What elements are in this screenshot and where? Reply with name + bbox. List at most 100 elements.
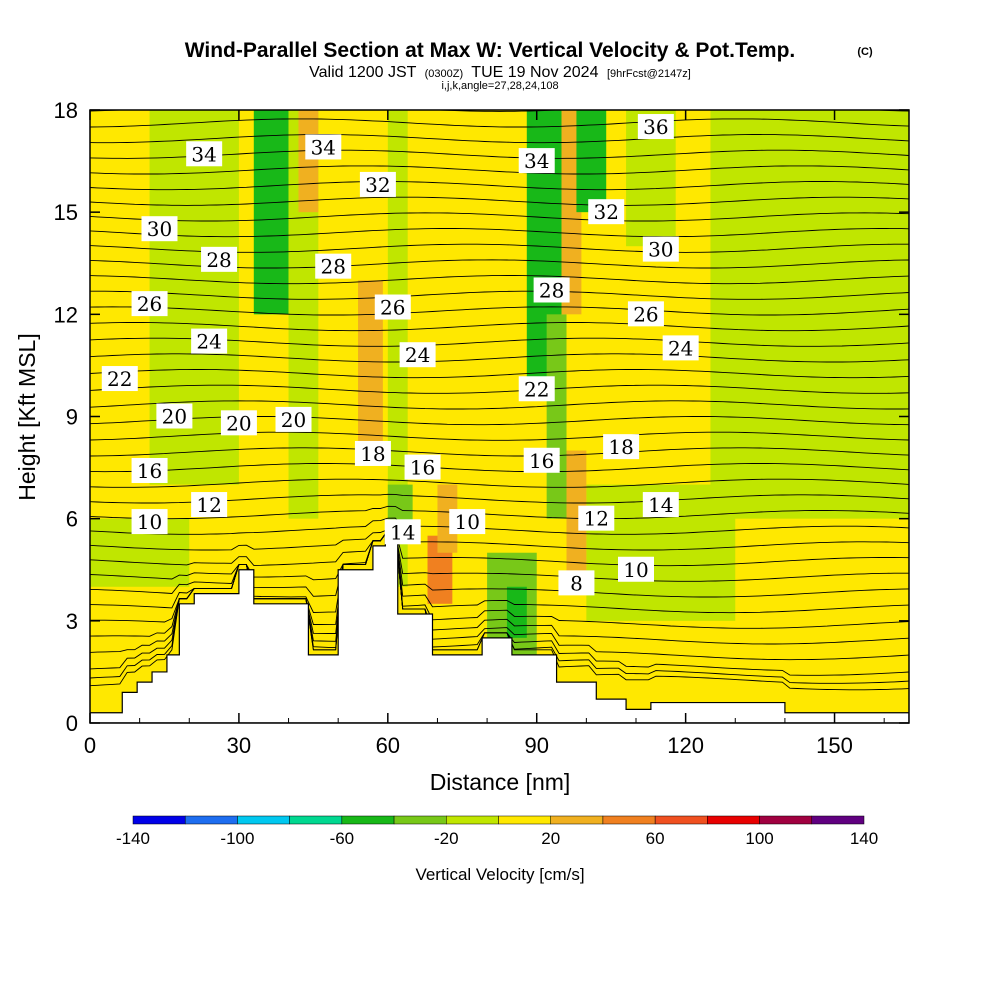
isentrope-label: 12 (578, 505, 615, 531)
colorbar-bin (237, 815, 290, 825)
isentrope-line (90, 165, 909, 175)
isentrope-label: 22 (101, 366, 138, 392)
y-tick-label: 6 (66, 507, 78, 532)
x-axis-title: Distance [nm] (430, 769, 571, 795)
isentrope-label-text: 18 (608, 435, 633, 459)
isentrope-line (90, 118, 909, 128)
y-tick-label: 18 (54, 98, 78, 123)
isentrope-line (90, 505, 909, 520)
isentrope-line (90, 322, 909, 332)
isentrope-label-box (533, 277, 570, 303)
isentrope-label-box (518, 376, 555, 402)
isentrope-label: 22 (518, 376, 555, 402)
isentrope-line (90, 196, 909, 206)
y-axis-title: Height [Kft MSL] (14, 333, 40, 500)
velocity-zone (576, 110, 607, 213)
velocity-zone (298, 110, 319, 213)
isentrope-label-text: 30 (147, 217, 172, 241)
isentrope-label: 14 (642, 492, 679, 518)
isentrope-label: 32 (359, 171, 396, 197)
chart-title: Wind-Parallel Section at Max W: Vertical… (185, 39, 796, 62)
isentrope-label-box (305, 134, 342, 160)
isentrope-label: 20 (220, 410, 257, 436)
isentrope-line (90, 530, 909, 614)
x-tick-label: 120 (667, 733, 704, 758)
isentrope-label-text: 10 (455, 510, 480, 534)
isentrope-label: 14 (384, 519, 421, 545)
y-tick-label: 9 (66, 405, 78, 430)
isentrope-label-box (627, 301, 664, 327)
velocity-zone (437, 484, 458, 553)
isentrope-label-text: 12 (196, 493, 221, 517)
isentrope-label-text: 8 (570, 571, 583, 595)
colorbar-label: -60 (330, 829, 355, 848)
colorbar-label: -140 (116, 829, 150, 848)
isentrope-label-text: 26 (137, 292, 162, 316)
isentrope-line (90, 181, 909, 191)
isentrope-label: 16 (404, 454, 441, 480)
x-tick-label: 0 (84, 733, 96, 758)
isentrope-label: 30 (141, 216, 178, 242)
isentrope-line (90, 290, 909, 300)
isentrope-label: 18 (354, 440, 391, 466)
chart-title-mark: (C) (857, 46, 873, 58)
y-tick-label: 3 (66, 609, 78, 634)
isentrope-label-text: 34 (524, 149, 549, 173)
isentrope-line (90, 228, 909, 238)
isentrope-label-text: 12 (584, 507, 609, 531)
isentrope-label: 20 (275, 406, 312, 432)
colorbar-bin (550, 815, 604, 825)
isentrope-label: 18 (603, 434, 640, 460)
isentrope-label-box (558, 570, 595, 596)
isentrope-line (90, 353, 909, 363)
isentrope-label: 10 (449, 509, 486, 535)
colorbar-label: -20 (434, 829, 459, 848)
isentrope-label-text: 26 (633, 302, 658, 326)
isentrope-label-box (637, 114, 674, 140)
isentrope-label-text: 30 (648, 238, 673, 262)
isentrope-label-text: 24 (668, 336, 693, 360)
subtitle-forecast: [9hrFcst@2147z] (607, 68, 691, 80)
isentrope-label-text: 34 (311, 135, 336, 159)
isentrope-label-text: 10 (137, 510, 162, 534)
colorbar-bin (289, 815, 343, 825)
colorbar: -140 -100 -60 -20 20 60 100 140 (116, 815, 878, 848)
isentrope-line (90, 369, 909, 379)
colorbar-bin (446, 815, 499, 825)
colorbar-bin (811, 815, 865, 825)
isentrope-label-box (156, 403, 193, 429)
isentrope-line (90, 149, 909, 159)
isentrope-label-box (220, 410, 257, 436)
isentrope-label: 8 (558, 570, 595, 596)
isentrope-line (90, 529, 909, 551)
isentrope-label-text: 14 (390, 520, 415, 544)
chart-subtitle: Valid 1200 JST (0300Z) TUE 19 Nov 2024 [… (309, 64, 691, 81)
isentrope-label-box (186, 141, 223, 167)
x-axis: 0 30 60 90 120 150 (84, 110, 885, 758)
isentrope-label-text: 28 (539, 278, 564, 302)
isentrope-label-box (404, 454, 441, 480)
isentrope-label-box (315, 253, 352, 279)
isentrope-label-text: 20 (162, 405, 187, 429)
velocity-zone (253, 110, 289, 315)
isentrope-label-box (642, 236, 679, 262)
isentrope-line (90, 447, 909, 457)
isentrope-line (90, 400, 909, 410)
isentrope-label-text: 20 (226, 411, 251, 435)
isentrope-line (90, 530, 909, 582)
colorbar-bin (602, 815, 656, 825)
colorbar-label: -100 (220, 829, 254, 848)
subtitle-date: TUE 19 Nov 2024 (471, 64, 598, 81)
isentrope-label: 28 (201, 246, 238, 272)
isentrope-label: 24 (191, 328, 228, 354)
colorbar-bin (654, 815, 708, 825)
isentrope-label-box (359, 171, 396, 197)
isentrope-label-text: 22 (524, 377, 549, 401)
isentrope-line (90, 463, 909, 473)
isentrope-label-box (578, 505, 615, 531)
colorbar-bin (393, 815, 447, 825)
isentrope-label-text: 16 (137, 459, 162, 483)
isentrope-label-box (449, 509, 486, 535)
